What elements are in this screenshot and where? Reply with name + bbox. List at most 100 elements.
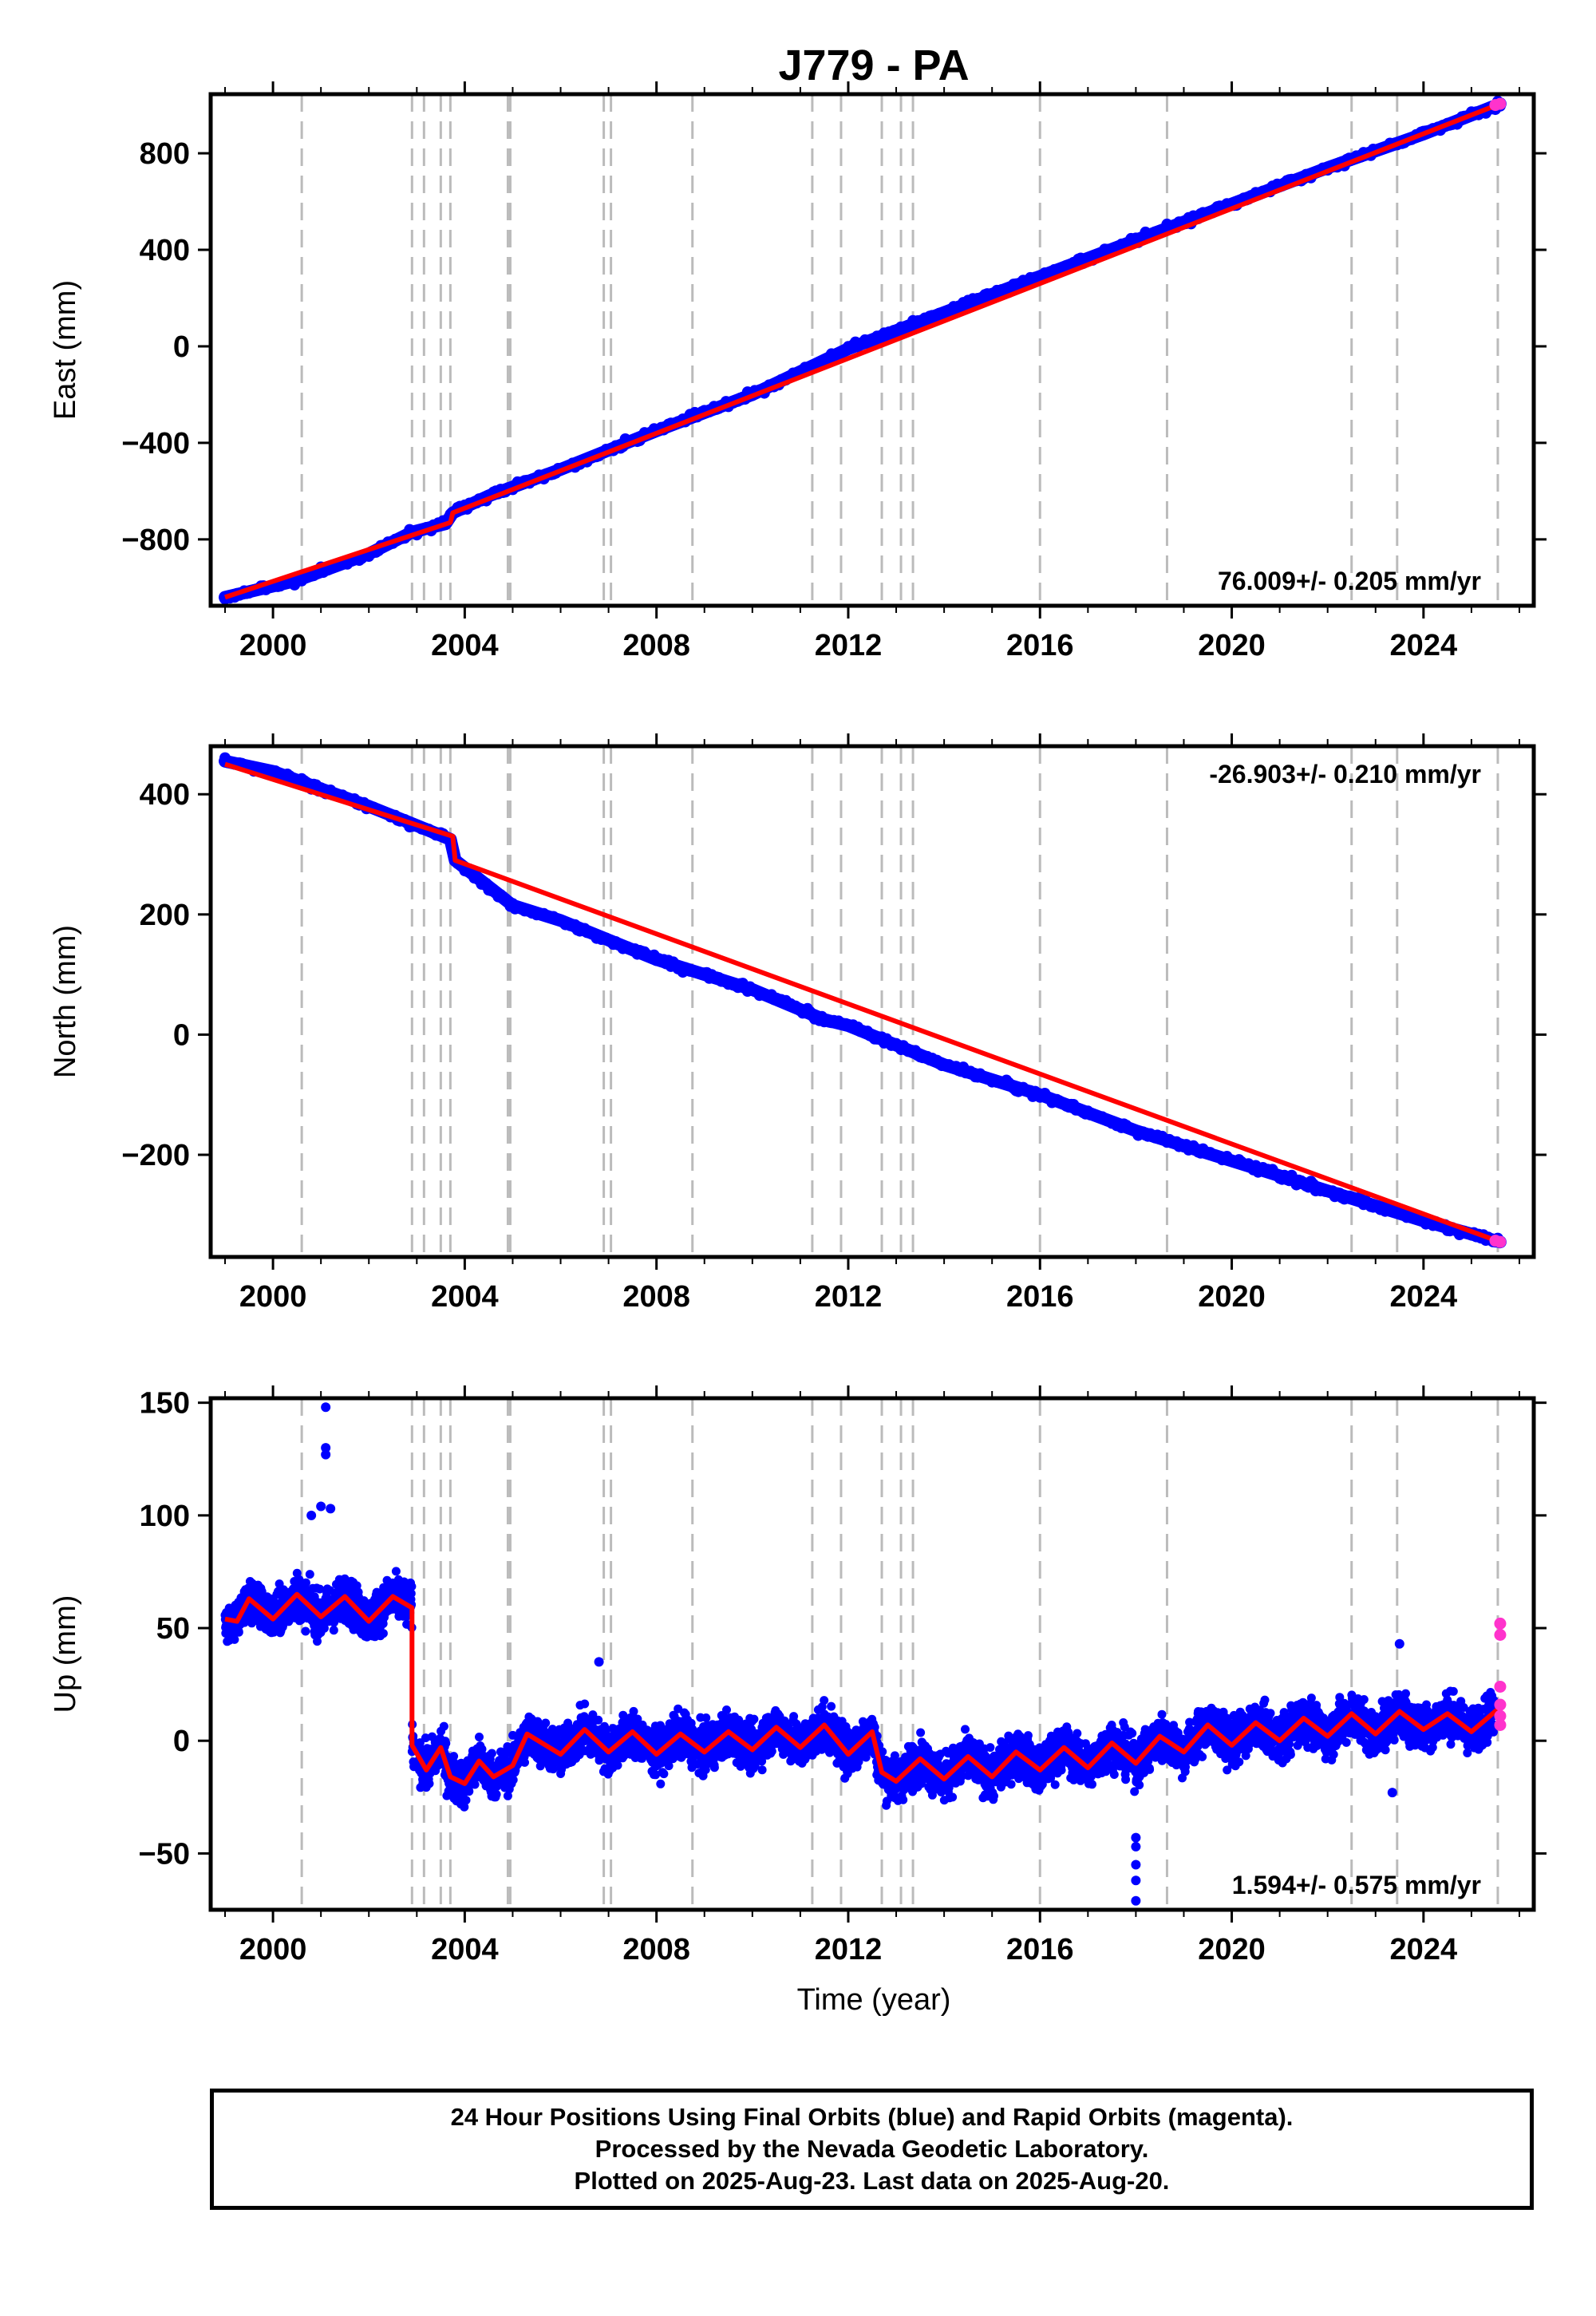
east-x-tick-label: 2012 bbox=[815, 629, 883, 662]
up-final-point bbox=[406, 1589, 416, 1599]
east-x-tick-label: 2008 bbox=[622, 629, 690, 662]
up-final-point bbox=[629, 1706, 638, 1716]
up-final-point bbox=[757, 1757, 767, 1766]
up-final-point bbox=[709, 1763, 719, 1773]
up-final-point bbox=[470, 1780, 480, 1789]
east-y-tick-label: 0 bbox=[173, 330, 190, 364]
up-final-point bbox=[820, 1696, 829, 1705]
north-x-tick-label: 2020 bbox=[1198, 1280, 1266, 1314]
up-final-point bbox=[722, 1705, 731, 1714]
up-final-point bbox=[520, 1757, 529, 1767]
up-final-point bbox=[548, 1765, 558, 1774]
east-x-tick-label: 2020 bbox=[1198, 629, 1266, 662]
east-y-tick-label: 400 bbox=[140, 234, 190, 267]
up-final-point bbox=[594, 1715, 603, 1725]
up-final-point bbox=[425, 1779, 434, 1788]
east-model-line bbox=[224, 101, 1501, 600]
north-rapid-orbit-point bbox=[1494, 1235, 1507, 1248]
east-y-tick-label: −800 bbox=[121, 524, 190, 557]
east-rapid-orbit-point bbox=[1494, 97, 1507, 110]
east-frame bbox=[208, 92, 1536, 608]
up-final-point bbox=[449, 1752, 459, 1761]
east-y-tick-label: −400 bbox=[121, 427, 190, 460]
north-model-line bbox=[224, 761, 1501, 1245]
east-rate-label: 76.009+/- 0.205 mm/yr bbox=[1218, 567, 1481, 595]
up-final-point bbox=[441, 1738, 451, 1748]
up-plot-area bbox=[220, 1398, 1507, 1910]
up-final-point bbox=[784, 1721, 793, 1731]
north-x-tick-label: 2008 bbox=[622, 1280, 690, 1314]
up-final-point bbox=[464, 1787, 474, 1796]
up-final-point bbox=[460, 1802, 469, 1812]
up-final-point bbox=[230, 1634, 239, 1644]
north-y-axis-label: North (mm) bbox=[49, 925, 82, 1078]
up-final-point bbox=[407, 1582, 417, 1591]
up-final-point bbox=[749, 1714, 759, 1724]
north-rate-label: -26.903+/- 0.210 mm/yr bbox=[1209, 760, 1481, 788]
up-panel: 2000 2004 2008 2012 2016 2020 2024−50050100150… bbox=[49, 1385, 1547, 1966]
up-final-point bbox=[602, 1725, 611, 1734]
up-final-point bbox=[948, 1792, 958, 1802]
up-final-point bbox=[878, 1747, 887, 1757]
up-final-point bbox=[487, 1749, 496, 1758]
up-final-point bbox=[757, 1765, 767, 1775]
north-x-tick-label: 2016 bbox=[1006, 1280, 1074, 1314]
up-final-point bbox=[827, 1701, 836, 1711]
up-final-point bbox=[613, 1761, 622, 1770]
up-final-point bbox=[1006, 1780, 1016, 1789]
up-final-point bbox=[475, 1733, 484, 1741]
up-final-point bbox=[234, 1627, 243, 1637]
up-final-point bbox=[305, 1570, 314, 1579]
up-final-point bbox=[961, 1725, 970, 1734]
up-final-point bbox=[651, 1770, 661, 1780]
north-y-tick-label: −200 bbox=[121, 1139, 190, 1172]
up-final-point bbox=[492, 1789, 501, 1799]
east-y-tick-label: 800 bbox=[140, 137, 190, 171]
up-final-point bbox=[461, 1796, 471, 1805]
up-final-point bbox=[789, 1712, 799, 1721]
east-x-tick-label: 2000 bbox=[239, 629, 307, 662]
up-final-point bbox=[580, 1699, 590, 1709]
east-x-tick-label: 2016 bbox=[1006, 629, 1074, 662]
north-y-tick-label: 200 bbox=[140, 899, 190, 932]
up-final-point bbox=[391, 1567, 401, 1576]
up-final-point bbox=[659, 1769, 669, 1779]
east-x-tick-label: 2004 bbox=[431, 629, 499, 662]
north-panel: 2000 2004 2008 2012 2016 2020 2024−2000200400N… bbox=[49, 733, 1547, 1314]
north-x-tick-label: 2004 bbox=[431, 1280, 499, 1314]
up-final-point bbox=[329, 1626, 338, 1635]
up-final-point bbox=[986, 1743, 995, 1753]
up-final-point bbox=[503, 1791, 512, 1800]
up-final-point bbox=[301, 1578, 310, 1587]
north-x-tick-label: 2024 bbox=[1390, 1280, 1458, 1314]
up-final-point bbox=[916, 1728, 926, 1737]
north-plot-area bbox=[219, 746, 1507, 1257]
up-final-point bbox=[508, 1775, 518, 1784]
up-final-point bbox=[319, 1623, 329, 1633]
up-final-point bbox=[508, 1730, 518, 1740]
up-final-point bbox=[313, 1637, 322, 1646]
east-plot-area bbox=[219, 94, 1507, 606]
up-final-point bbox=[890, 1751, 899, 1761]
up-final-point bbox=[439, 1721, 448, 1731]
east-y-axis-label: East (mm) bbox=[49, 280, 82, 420]
north-y-tick-label: 400 bbox=[140, 778, 190, 812]
up-final-point bbox=[378, 1629, 388, 1638]
up-final-point bbox=[767, 1746, 776, 1756]
up-final-point bbox=[315, 1584, 325, 1594]
up-final-point bbox=[701, 1713, 711, 1722]
up-final-point bbox=[301, 1626, 310, 1636]
up-final-point bbox=[990, 1791, 998, 1800]
figure-title: J779 - PA bbox=[778, 41, 969, 89]
up-final-point bbox=[541, 1718, 551, 1728]
north-x-tick-label: 2012 bbox=[815, 1280, 883, 1314]
up-final-point bbox=[477, 1745, 487, 1754]
north-final-jitter bbox=[219, 752, 1506, 1248]
east-x-tick-label: 2024 bbox=[1390, 629, 1458, 662]
north-y-tick-label: 0 bbox=[173, 1018, 190, 1052]
up-final-point bbox=[899, 1795, 908, 1804]
north-frame bbox=[208, 744, 1536, 1259]
east-panel: 2000 2004 2008 2012 2016 2020 2024 −800 −400 0 400… bbox=[49, 81, 1547, 662]
up-final-point bbox=[664, 1761, 674, 1771]
